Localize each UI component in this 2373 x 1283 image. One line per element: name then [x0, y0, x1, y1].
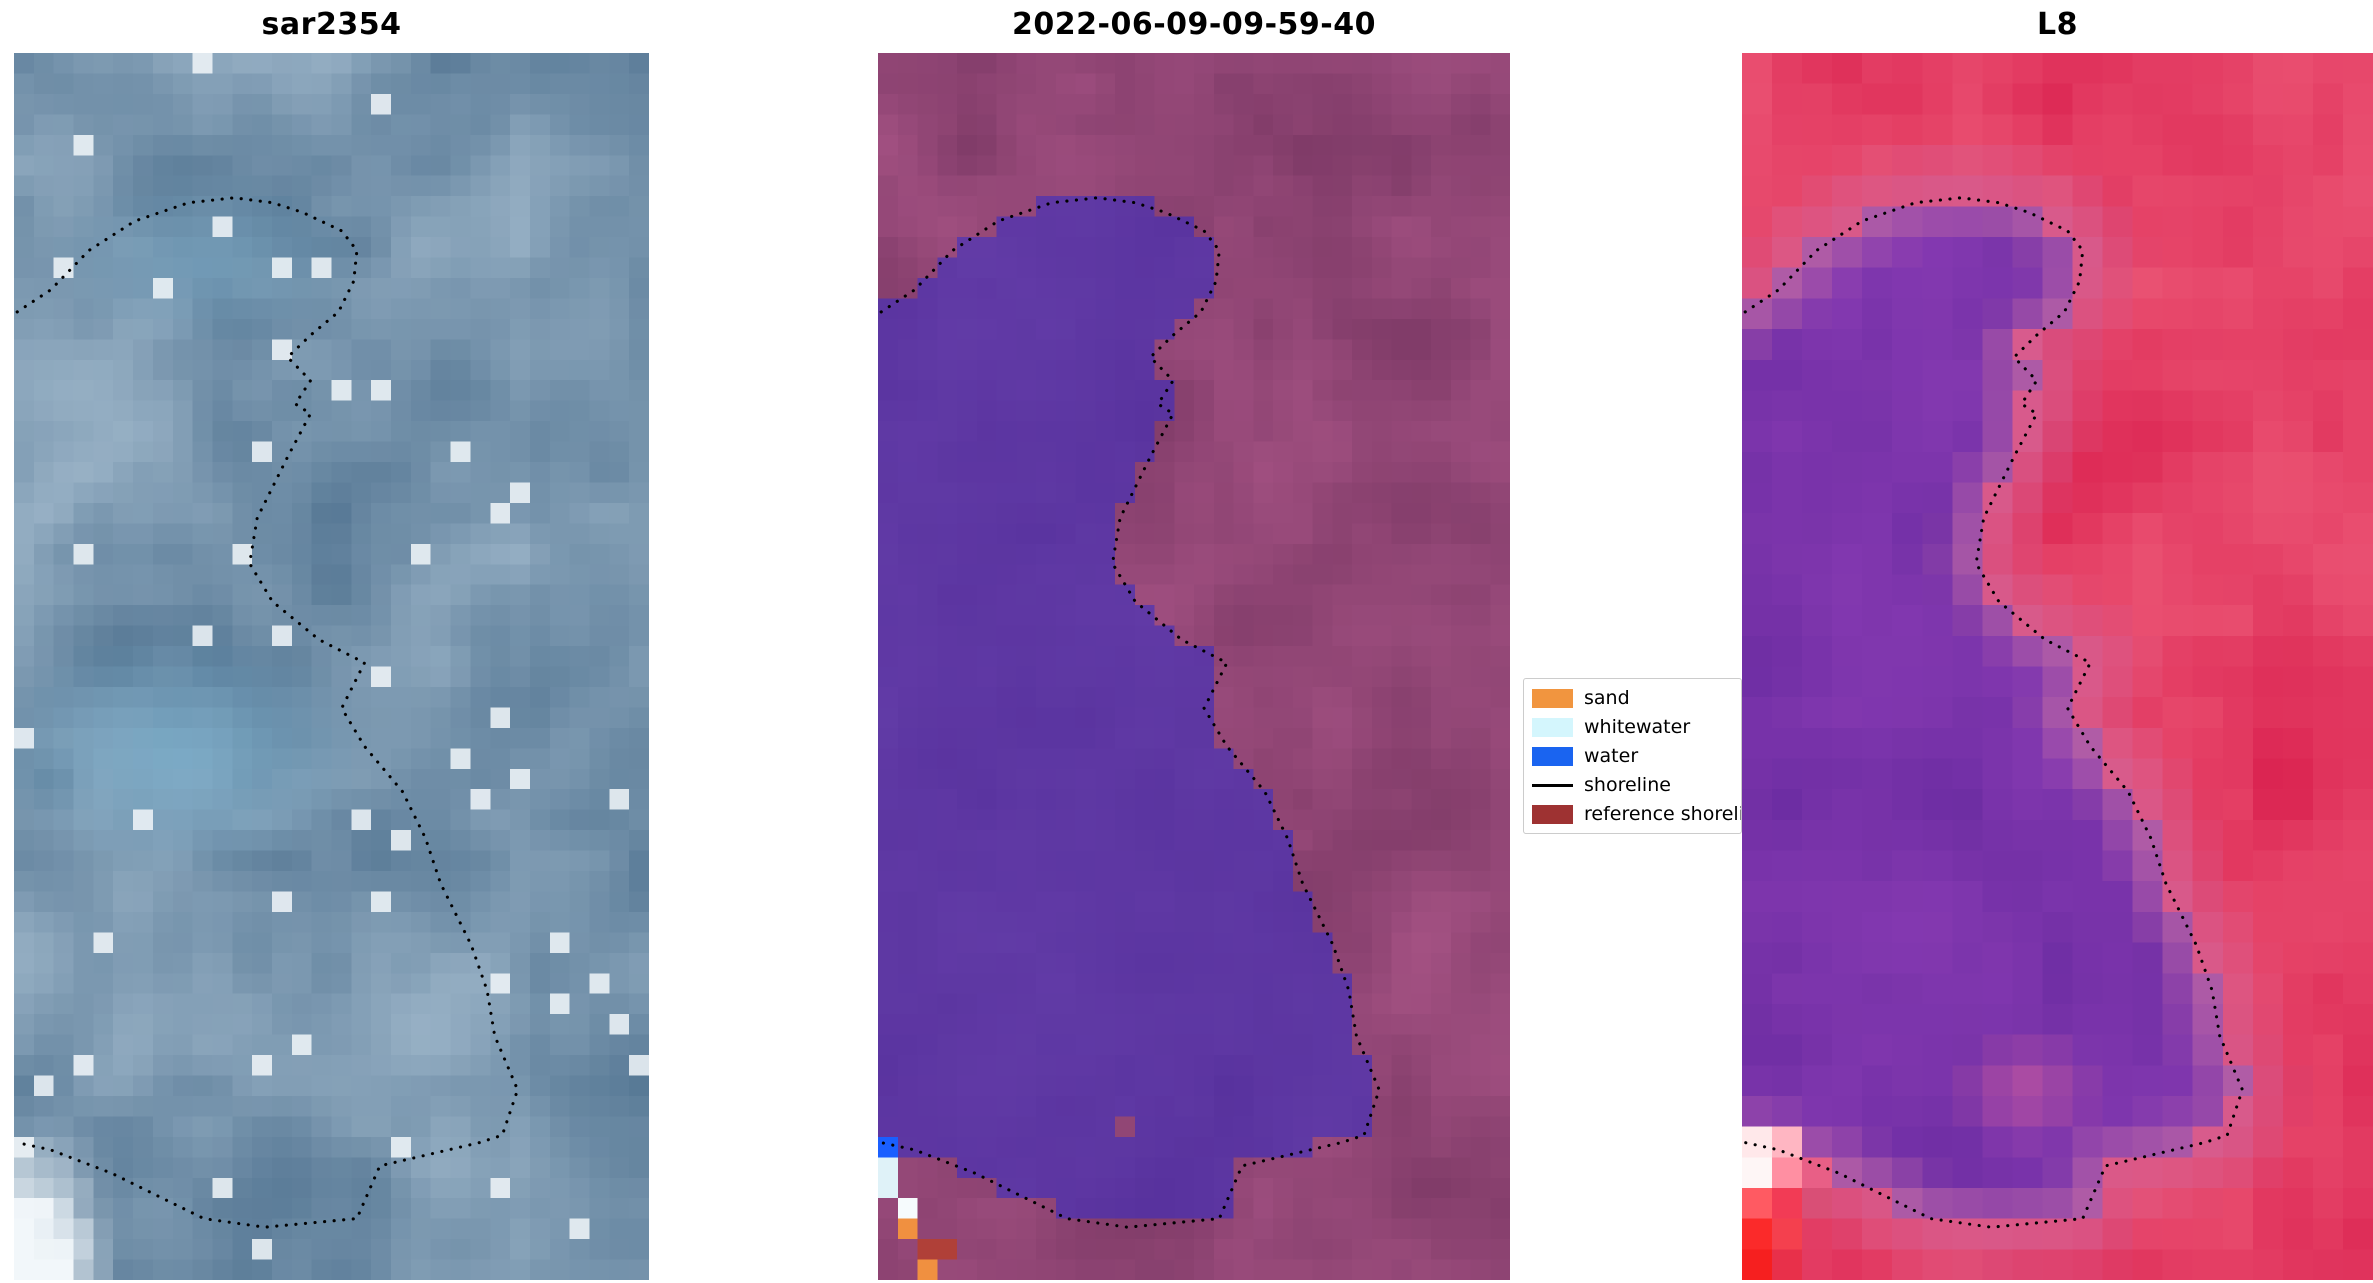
- legend-item-water: water: [1532, 742, 1741, 771]
- legend-item-reference-shoreline: reference shoreline: [1532, 800, 1741, 829]
- panel-classified: 2022-06-09-09-59-40: [878, 7, 1510, 1280]
- legend-item-shoreline: shoreline: [1532, 771, 1741, 800]
- legend-label-whitewater: whitewater: [1584, 716, 1691, 738]
- panel-sar-title: sar2354: [261, 7, 402, 42]
- legend-label-shoreline: shoreline: [1584, 774, 1671, 796]
- legend-label-sand: sand: [1584, 687, 1630, 709]
- legend-item-sand: sand: [1532, 684, 1741, 713]
- water-color-swatch: [1532, 747, 1573, 766]
- panel-classified-title: 2022-06-09-09-59-40: [1012, 7, 1376, 42]
- legend: sand whitewater water shoreline referenc…: [1523, 678, 1742, 834]
- panel-l8-title: L8: [2037, 7, 2078, 42]
- panel-l8: L8: [1742, 7, 2373, 1280]
- l8-image-canvas: [1742, 53, 2373, 1280]
- legend-label-reference-shoreline: reference shoreline: [1584, 803, 1741, 825]
- whitewater-color-swatch: [1532, 718, 1573, 737]
- classified-image-canvas: [878, 53, 1510, 1280]
- legend-item-whitewater: whitewater: [1532, 713, 1741, 742]
- legend-label-water: water: [1584, 745, 1639, 767]
- reference-shoreline-color-swatch: [1532, 805, 1573, 824]
- sar-image-canvas: [14, 53, 649, 1280]
- shoreline-line-swatch: [1532, 784, 1573, 787]
- panel-sar: sar2354: [14, 7, 649, 1280]
- sand-color-swatch: [1532, 689, 1573, 708]
